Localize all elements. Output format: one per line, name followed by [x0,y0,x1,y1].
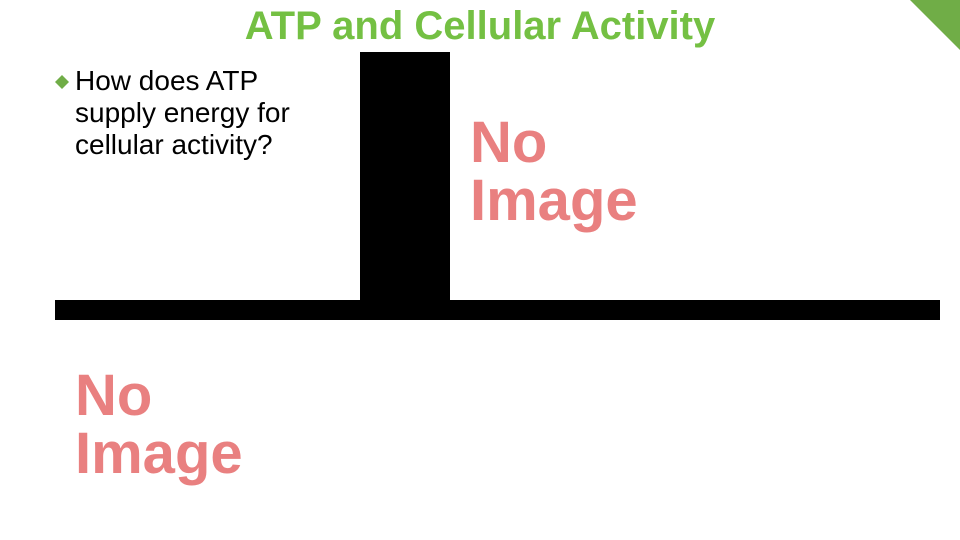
image-placeholder-bottom: No Image [55,320,935,530]
placeholder-line1: No [75,367,935,425]
corner-accent-triangle [910,0,960,50]
black-region-mid [55,300,940,320]
placeholder-line2: Image [470,172,940,230]
page-title: ATP and Cellular Activity [0,4,960,49]
bullet-item: How does ATP supply energy for cellular … [55,65,335,162]
placeholder-line2: Image [75,425,935,483]
bullet-text: How does ATP supply energy for cellular … [75,65,335,162]
bullet-list: How does ATP supply energy for cellular … [55,65,335,162]
image-placeholder-right: No Image [450,52,940,292]
black-region-right [360,52,450,307]
diamond-bullet-icon [55,75,69,94]
placeholder-line1: No [470,114,940,172]
